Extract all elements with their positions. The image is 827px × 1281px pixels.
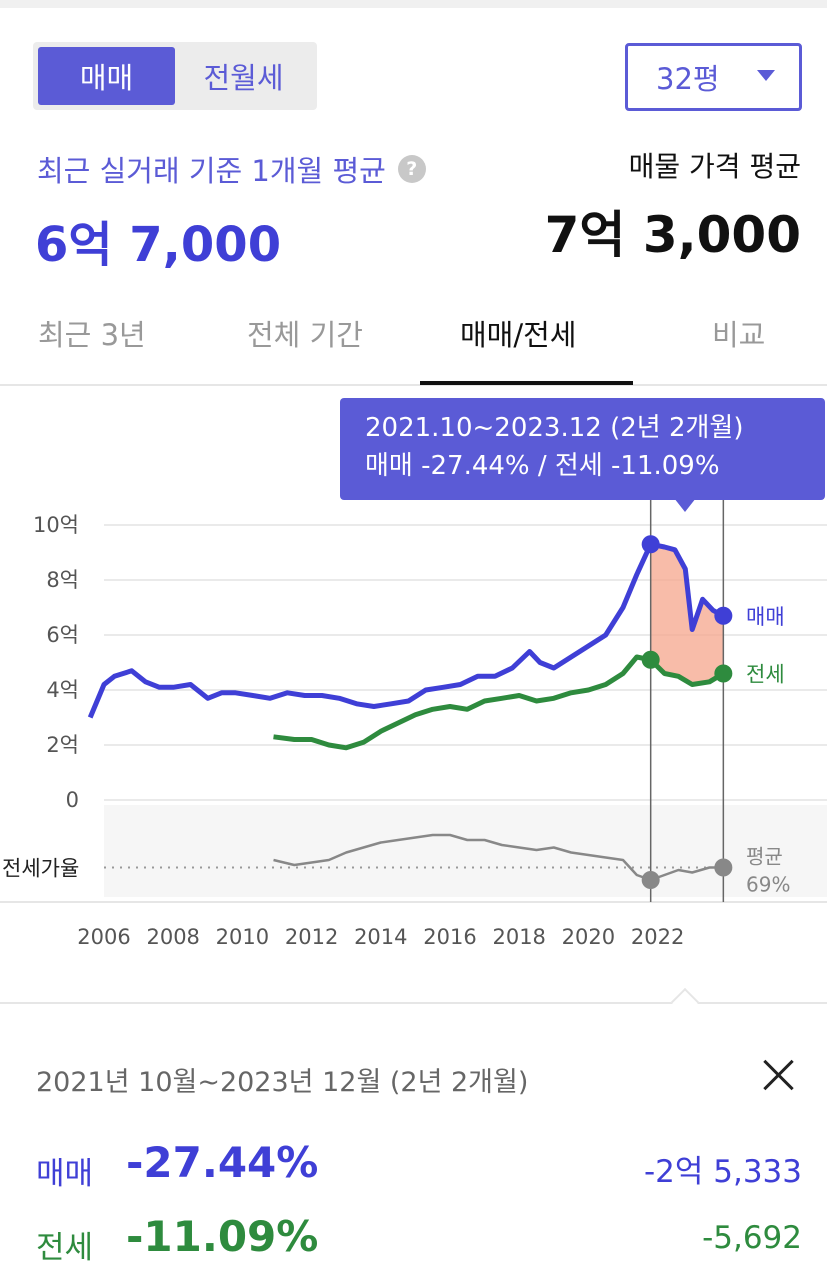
series-marker-ratio-start xyxy=(641,871,660,889)
ratio-axis-label: 전세가율 xyxy=(2,857,79,881)
detail-sale-pct: -27.44% xyxy=(126,1138,319,1187)
end-label-sale: 매매 xyxy=(746,605,785,629)
series-line-jeonse xyxy=(273,654,725,751)
y-tick-label: 4억 xyxy=(46,678,79,702)
x-tick-label: 2016 xyxy=(423,925,476,949)
recent-avg-label-wrap: 최근 실거래 기준 1개월 평균 ? xyxy=(37,148,426,190)
y-tick-label: 0 xyxy=(66,788,79,812)
active-tab-underline xyxy=(420,381,633,385)
deal-type-toggle: 매매 전월세 xyxy=(33,42,317,110)
panel-divider xyxy=(0,1002,827,1004)
close-icon[interactable] xyxy=(758,1055,798,1095)
tooltip-arrow xyxy=(674,498,696,512)
x-tick-label: 2006 xyxy=(77,925,130,949)
series-line-sale xyxy=(87,541,725,719)
top-strip xyxy=(0,0,827,8)
toggle-rent[interactable]: 전월세 xyxy=(203,61,284,95)
selection-area xyxy=(650,544,724,685)
detail-period: 2021년 10월~2023년 12월 (2년 2개월) xyxy=(36,1067,529,1098)
x-tick-label: 2012 xyxy=(285,925,338,949)
end-label-jeonse: 전세 xyxy=(746,663,785,687)
recent-avg-label: 최근 실거래 기준 1개월 평균 xyxy=(37,154,386,188)
x-tick-label: 2008 xyxy=(146,925,199,949)
size-dropdown-value: 32평 xyxy=(656,62,720,96)
tab-all-period[interactable]: 전체 기간 xyxy=(247,318,363,352)
x-tick-label: 2022 xyxy=(631,925,684,949)
detail-jeonse-diff: -5,692 xyxy=(702,1220,802,1256)
tab-recent-3y[interactable]: 최근 3년 xyxy=(38,318,146,352)
detail-sale-name: 매매 xyxy=(36,1156,94,1192)
series-marker-sale-end xyxy=(714,606,733,625)
detail-jeonse-name: 전세 xyxy=(36,1230,94,1266)
caret-down-icon xyxy=(757,70,775,81)
y-tick-label: 2억 xyxy=(46,733,79,757)
question-circle-icon[interactable]: ? xyxy=(397,155,426,183)
size-dropdown[interactable]: 32평 xyxy=(625,43,802,111)
listing-avg-label: 매물 가격 평균 xyxy=(628,150,801,183)
recent-avg-value: 6억 7,000 xyxy=(35,217,282,273)
period-tabs: 최근 3년 전체 기간 매매/전세 비교 xyxy=(0,300,827,386)
x-tick-label: 2020 xyxy=(562,925,615,949)
panel-caret xyxy=(670,987,700,1017)
y-tick-label: 10억 xyxy=(33,513,79,537)
x-tick-label: 2010 xyxy=(216,925,269,949)
end-label-ratio-value: 69% xyxy=(746,873,790,897)
ratio-band-bg xyxy=(104,805,827,897)
series-marker-jeonse-end xyxy=(714,664,733,683)
detail-row-jeonse: 전세 -11.09% -5,692 xyxy=(36,1212,802,1272)
y-tick-label: 6억 xyxy=(46,623,79,647)
detail-sale-diff: -2억 5,333 xyxy=(643,1154,802,1190)
tab-sale-jeonse[interactable]: 매매/전세 xyxy=(460,318,577,352)
x-tick-label: 2014 xyxy=(354,925,407,949)
tooltip-summary: 매매 -27.44% / 전세 -11.09% xyxy=(365,451,720,481)
series-marker-ratio-end xyxy=(714,858,733,877)
range-tooltip: 2021.10~2023.12 (2년 2개월) 매매 -27.44% / 전세… xyxy=(340,398,825,500)
tooltip-period: 2021.10~2023.12 (2년 2개월) xyxy=(365,413,744,443)
price-chart[interactable]: 10억 8억 6억 4억 2억 0 2006 2008 2010 2012 2014 2016 2018… xyxy=(0,500,827,970)
toggle-sale[interactable]: 매매 xyxy=(38,47,175,105)
detail-row-sale: 매매 -27.44% -2억 5,333 xyxy=(36,1138,802,1198)
end-label-ratio: 평균 xyxy=(746,845,783,869)
x-tick-label: 2018 xyxy=(492,925,545,949)
listing-avg-value: 7억 3,000 xyxy=(544,206,801,264)
series-marker-jeonse-start xyxy=(641,650,660,669)
series-marker-sale-start xyxy=(641,535,660,554)
detail-jeonse-pct: -11.09% xyxy=(126,1212,319,1261)
y-tick-label: 8억 xyxy=(46,568,79,592)
tab-compare[interactable]: 비교 xyxy=(712,318,766,352)
